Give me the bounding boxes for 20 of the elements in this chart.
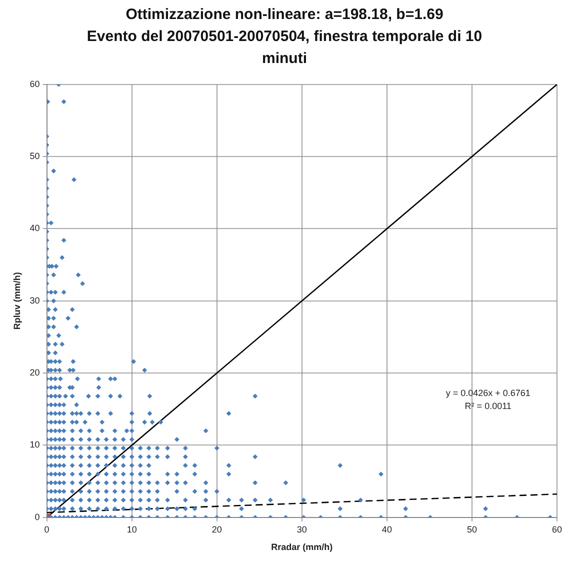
x-tick-label: 10 <box>126 524 137 534</box>
annotation: R² = 0.0011 <box>464 401 512 412</box>
x-tick-label: 60 <box>552 524 562 534</box>
x-tick-label: 0 <box>44 524 50 534</box>
y-tick-label: 20 <box>30 368 40 378</box>
chart-title: Ottimizzazione non-lineare: a=198.18, b=1.69 <box>124 5 444 25</box>
x-axis-title: Rradar (mm/h) <box>271 542 333 552</box>
y-tick-label: 40 <box>30 223 40 234</box>
y-tick-label: 10 <box>30 440 40 450</box>
x-tick-label: 40 <box>382 524 392 534</box>
x-tick-label: 50 <box>466 524 477 534</box>
annotation: y = 0.0426x + 0.6761 <box>446 388 530 398</box>
chart-subtitle: Evento del 20070501-20070504, finestra temporale di 10 minuti <box>86 27 484 69</box>
x-tick-label: 30 <box>296 524 307 534</box>
y-tick-label: 60 <box>30 78 40 89</box>
y-tick-label: 50 <box>30 151 40 162</box>
y-axis-title: Rpluv (mm/h) <box>12 272 22 330</box>
y-tick-label: 30 <box>30 295 40 306</box>
y-tick-label: 0 <box>34 512 40 522</box>
x-tick-label: 20 <box>212 524 222 534</box>
